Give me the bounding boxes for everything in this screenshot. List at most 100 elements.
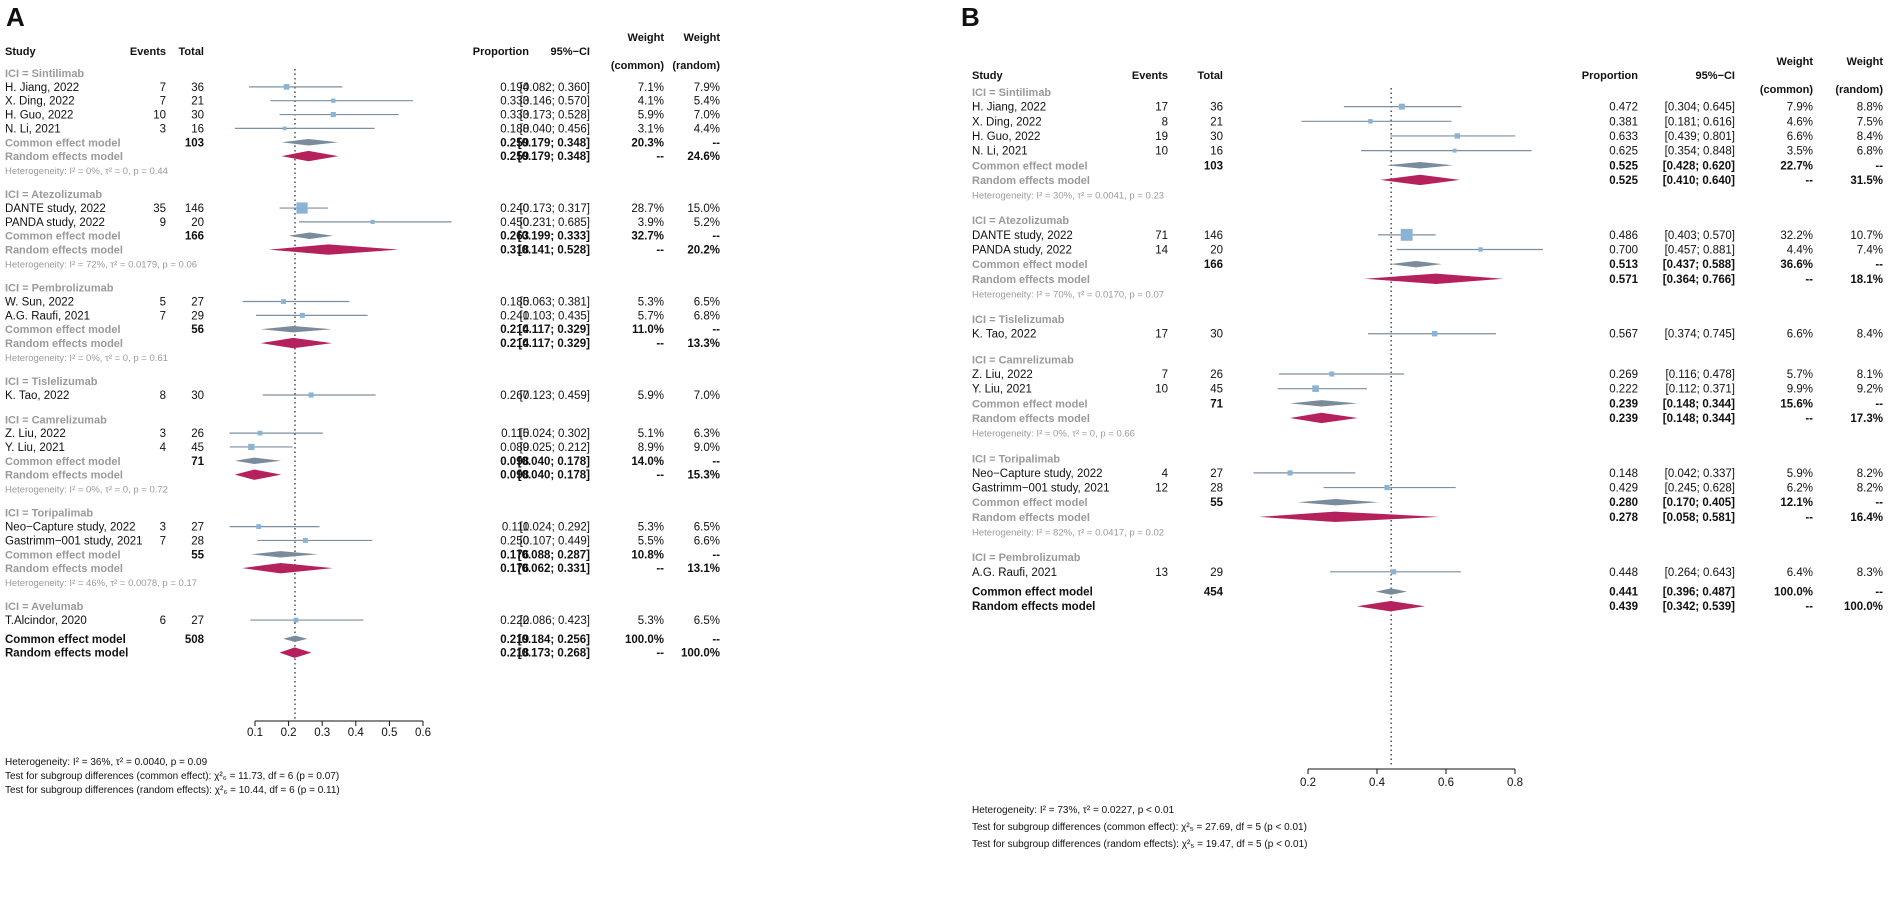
common-effect-label: Common effect model: [972, 497, 1088, 509]
study-weight-common: 5.9%: [638, 110, 664, 122]
model-ci: [0.428; 0.620]: [1663, 160, 1735, 172]
study-weight-common: 7.9%: [1787, 102, 1813, 114]
study-events: 7: [160, 82, 166, 94]
model-weight-random: 13.1%: [687, 563, 720, 575]
study-point: [1454, 133, 1461, 139]
common-effect-label: Common effect model: [972, 259, 1088, 271]
study-name: N. Li, 2021: [972, 146, 1028, 158]
random-effects-diamond: [242, 562, 333, 574]
study-weight-random: 6.6%: [694, 535, 720, 547]
study-total: 26: [1210, 369, 1223, 381]
study-point: [308, 392, 314, 398]
common-effect-diamond: [1290, 400, 1358, 407]
subgroup-label: ICI = Pembrolizumab: [5, 283, 114, 295]
model-total: 103: [185, 137, 204, 149]
study-proportion: 0.111: [502, 522, 529, 534]
model-ci: [0.148; 0.344]: [1663, 398, 1735, 410]
study-ci: [0.112; 0.371]: [1666, 384, 1735, 396]
study-point: [1400, 228, 1413, 241]
study-point: [1478, 247, 1483, 252]
study-total: 28: [191, 535, 204, 547]
x-axis-tick-label: 0.4: [1369, 777, 1386, 789]
study-proportion: 0.633: [1609, 131, 1638, 143]
common-effect-label: Common effect model: [972, 160, 1088, 172]
common-effect-diamond: [234, 457, 282, 464]
study-name: PANDA study, 2022: [972, 244, 1072, 256]
study-weight-common: 32.2%: [1780, 230, 1813, 242]
study-proportion: 0.222: [500, 615, 529, 627]
model-weight-common: --: [1805, 274, 1813, 286]
x-axis-tick-label: 0.6: [415, 727, 431, 739]
study-proportion: 0.429: [1609, 483, 1638, 495]
study-total: 21: [191, 96, 204, 108]
study-ci: [0.025; 0.212]: [520, 442, 590, 454]
x-axis-tick-label: 0.6: [1438, 777, 1454, 789]
model-ci: [0.141; 0.528]: [518, 245, 590, 257]
model-weight-random: --: [712, 634, 720, 646]
common-effect-diamond: [1297, 499, 1379, 506]
study-events: 13: [1155, 567, 1168, 579]
study-total: 27: [191, 615, 204, 627]
x-axis-tick-label: 0.4: [348, 727, 365, 739]
study-proportion: 0.450: [500, 217, 529, 229]
model-ci: [0.342; 0.539]: [1663, 601, 1735, 613]
random-effects-label: Random effects model: [972, 512, 1090, 524]
subgroup-label: ICI = Tislelizumab: [5, 376, 98, 388]
panel-b-forest-plot: B Study Events Total Proportion 95%−CI Weight (…: [961, 2, 1883, 850]
study-weight-common: 4.4%: [1787, 244, 1813, 256]
study-ci: [0.024; 0.302]: [520, 428, 590, 440]
study-weight-random: 6.3%: [694, 428, 720, 440]
model-proportion: 0.525: [1609, 160, 1638, 172]
common-effect-diamond: [1386, 162, 1453, 169]
model-ci: [0.364; 0.766]: [1663, 274, 1735, 286]
random-effects-diamond: [281, 150, 339, 162]
model-ci: [0.040; 0.178]: [518, 456, 590, 468]
common-effect-label: Common effect model: [5, 634, 126, 646]
study-events: 6: [160, 615, 166, 627]
study-total: 45: [1210, 384, 1223, 396]
overall-footnote: Test for subgroup differences (common ef…: [972, 822, 1307, 833]
study-proportion: 0.089: [500, 442, 529, 454]
study-name: W. Sun, 2022: [5, 297, 74, 309]
study-weight-common: 4.6%: [1787, 116, 1813, 128]
study-ci: [0.107; 0.449]: [520, 535, 590, 547]
study-name: Gastrimm−001 study, 2021: [972, 483, 1110, 495]
model-weight-common: 32.7%: [631, 231, 664, 243]
study-weight-random: 7.5%: [1857, 116, 1883, 128]
study-ci: [0.146; 0.570]: [520, 96, 590, 108]
study-weight-common: 5.3%: [638, 615, 664, 627]
model-weight-common: --: [656, 470, 664, 482]
subgroup-label: ICI = Atezolizumab: [5, 189, 102, 201]
random-effects-diamond: [1380, 174, 1460, 186]
study-name: Y. Liu, 2021: [5, 442, 65, 454]
study-name: T.Alcindor, 2020: [5, 615, 87, 627]
model-weight-common: 22.7%: [1780, 160, 1813, 172]
study-name: Neo−Capture study, 2022: [972, 468, 1103, 480]
study-point: [1431, 331, 1438, 337]
random-effects-diamond: [1259, 511, 1440, 523]
study-point: [1384, 484, 1390, 491]
common-effect-diamond: [260, 326, 332, 333]
random-effects-label: Random effects model: [972, 175, 1090, 187]
header-total: Total: [179, 46, 204, 58]
x-axis-tick-label: 0.5: [381, 727, 397, 739]
model-weight-common: 14.0%: [631, 456, 664, 468]
common-effect-diamond: [288, 232, 334, 239]
study-events: 7: [1162, 369, 1168, 381]
study-ci: [0.040; 0.456]: [520, 123, 590, 135]
model-weight-common: --: [656, 563, 664, 575]
model-proportion: 0.571: [1609, 274, 1638, 286]
subgroup-label: ICI = Toripalimab: [5, 508, 93, 520]
model-weight-random: 13.3%: [687, 338, 720, 350]
study-ci: [0.403; 0.570]: [1665, 230, 1735, 242]
header-ci: 95%−CI: [551, 46, 590, 58]
study-total: 16: [191, 123, 204, 135]
study-weight-random: 6.8%: [694, 310, 720, 322]
study-weight-common: 5.7%: [638, 310, 664, 322]
common-effect-diamond: [283, 635, 308, 642]
model-weight-common: 100.0%: [1774, 587, 1813, 599]
model-total: 55: [1210, 497, 1223, 509]
subgroup-label: ICI = Sintilimab: [972, 87, 1051, 99]
study-total: 20: [191, 217, 204, 229]
